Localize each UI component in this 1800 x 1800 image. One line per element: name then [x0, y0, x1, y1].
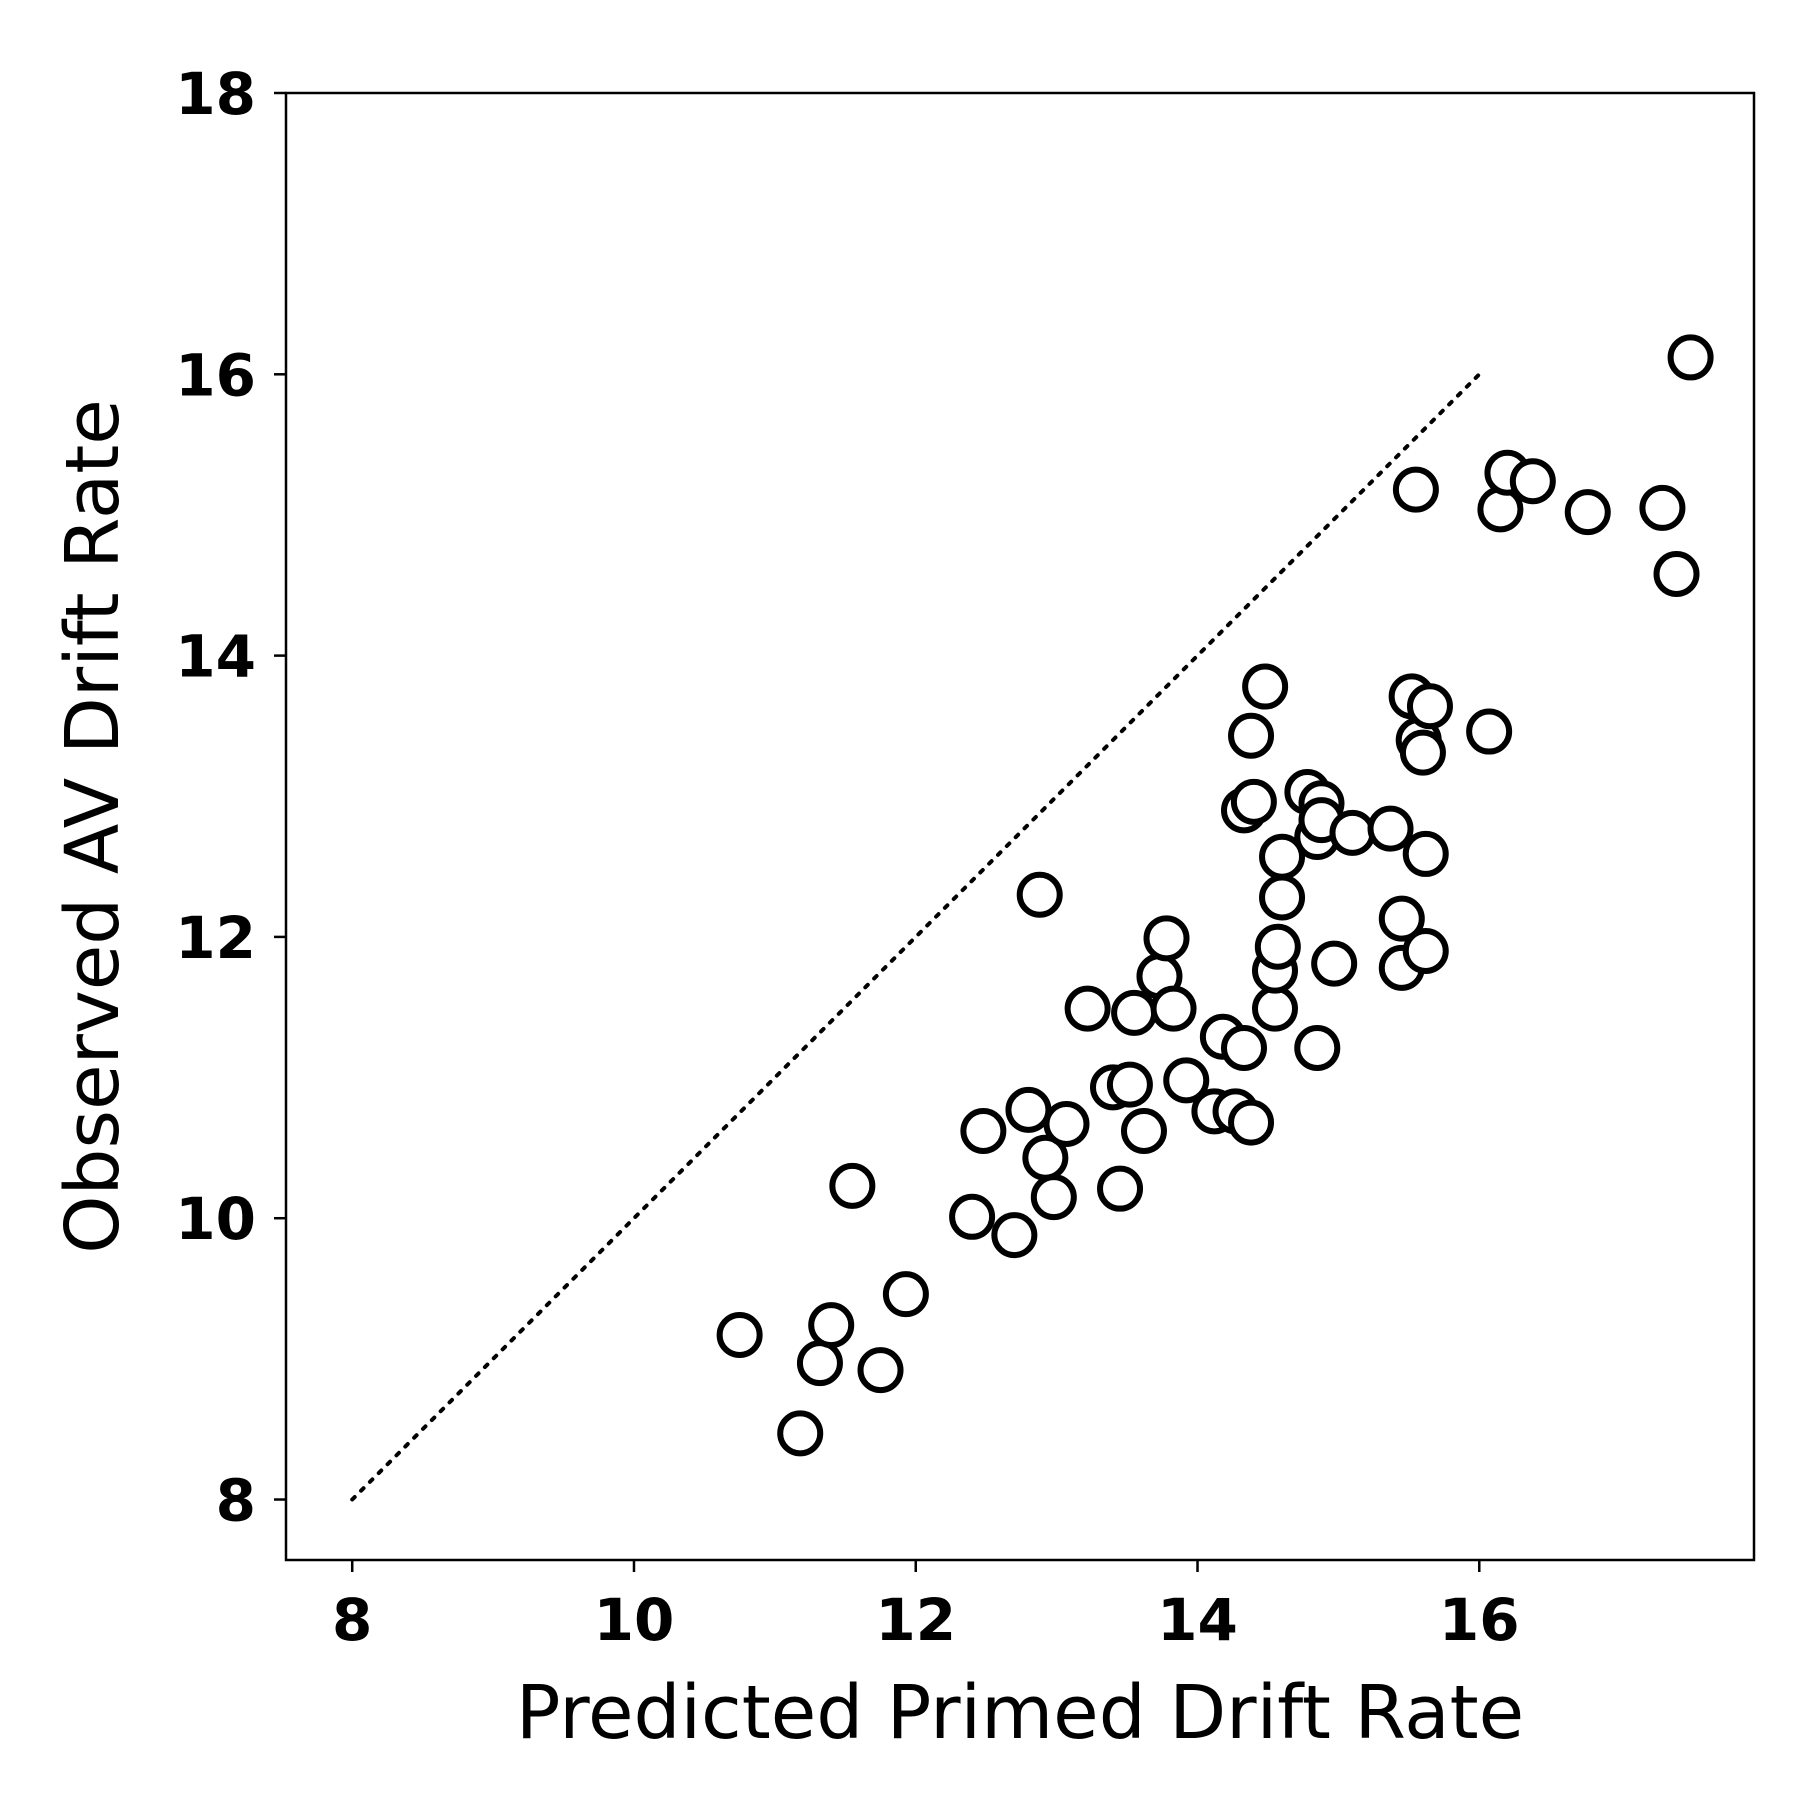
data-point — [1392, 466, 1439, 513]
data-point — [1143, 915, 1190, 962]
x-tick-label: 10 — [594, 1586, 675, 1654]
data-point — [949, 1193, 996, 1240]
data-point — [1016, 871, 1063, 918]
data-point — [1402, 927, 1449, 974]
data-point — [1106, 1061, 1153, 1108]
data-point — [1120, 1108, 1167, 1155]
data-point — [1228, 1099, 1275, 1146]
y-axis: 8 10 12 14 16 18 — [175, 60, 286, 1535]
data-point — [1294, 1025, 1341, 1072]
y-tick-label: 14 — [175, 623, 256, 691]
data-point — [1228, 712, 1275, 759]
data-point — [808, 1302, 855, 1349]
data-point — [1259, 874, 1306, 921]
data-point — [1251, 985, 1298, 1032]
x-tick-label: 16 — [1439, 1586, 1520, 1654]
reference-line — [350, 372, 1482, 1502]
data-point — [1111, 989, 1158, 1036]
y-tick-label: 8 — [216, 1467, 256, 1535]
data-point — [1367, 805, 1414, 852]
data-point — [1477, 486, 1524, 533]
axes-frame — [284, 91, 1756, 1562]
data-point — [1639, 484, 1686, 531]
y-axis-title: Observed AV Drift Rate — [50, 399, 136, 1254]
data-point — [1402, 830, 1449, 877]
data-point — [1667, 334, 1714, 381]
data-point — [1399, 729, 1446, 776]
data-point — [991, 1212, 1038, 1259]
data-point — [857, 1347, 904, 1394]
data-point — [1509, 458, 1556, 505]
data-point — [796, 1340, 843, 1387]
data-point — [1163, 1057, 1210, 1104]
data-point — [1242, 663, 1289, 710]
x-axis-title: Predicted Primed Drift Rate — [516, 1670, 1524, 1756]
y-tick-label: 18 — [175, 60, 256, 128]
data-point — [1064, 985, 1111, 1032]
data-point — [1005, 1086, 1052, 1133]
x-tick-label: 8 — [332, 1586, 372, 1654]
data-point — [1043, 1100, 1090, 1147]
data-point — [1221, 1025, 1268, 1072]
data-point — [1097, 1165, 1144, 1212]
data-point — [716, 1311, 763, 1358]
x-axis: 8 10 12 14 16 — [332, 1560, 1520, 1654]
data-point — [829, 1162, 876, 1209]
y-tick-label: 16 — [175, 341, 256, 409]
data-point — [777, 1410, 824, 1457]
data-point — [1311, 940, 1358, 987]
data-point — [960, 1108, 1007, 1155]
y-tick-label: 10 — [175, 1185, 256, 1253]
plot-area — [350, 334, 1714, 1502]
data-point — [1406, 683, 1453, 730]
y-tick-label: 12 — [175, 904, 256, 972]
data-point — [1254, 923, 1301, 970]
data-point — [1329, 809, 1376, 856]
data-point — [1466, 708, 1513, 755]
data-point — [1230, 778, 1277, 825]
data-point — [1378, 895, 1425, 942]
data-point — [882, 1271, 929, 1318]
x-tick-label: 14 — [1157, 1586, 1238, 1654]
data-point — [1564, 489, 1611, 536]
x-tick-label: 12 — [875, 1586, 956, 1654]
data-point — [1653, 551, 1700, 598]
data-point — [1030, 1174, 1077, 1221]
data-point — [1150, 985, 1197, 1032]
